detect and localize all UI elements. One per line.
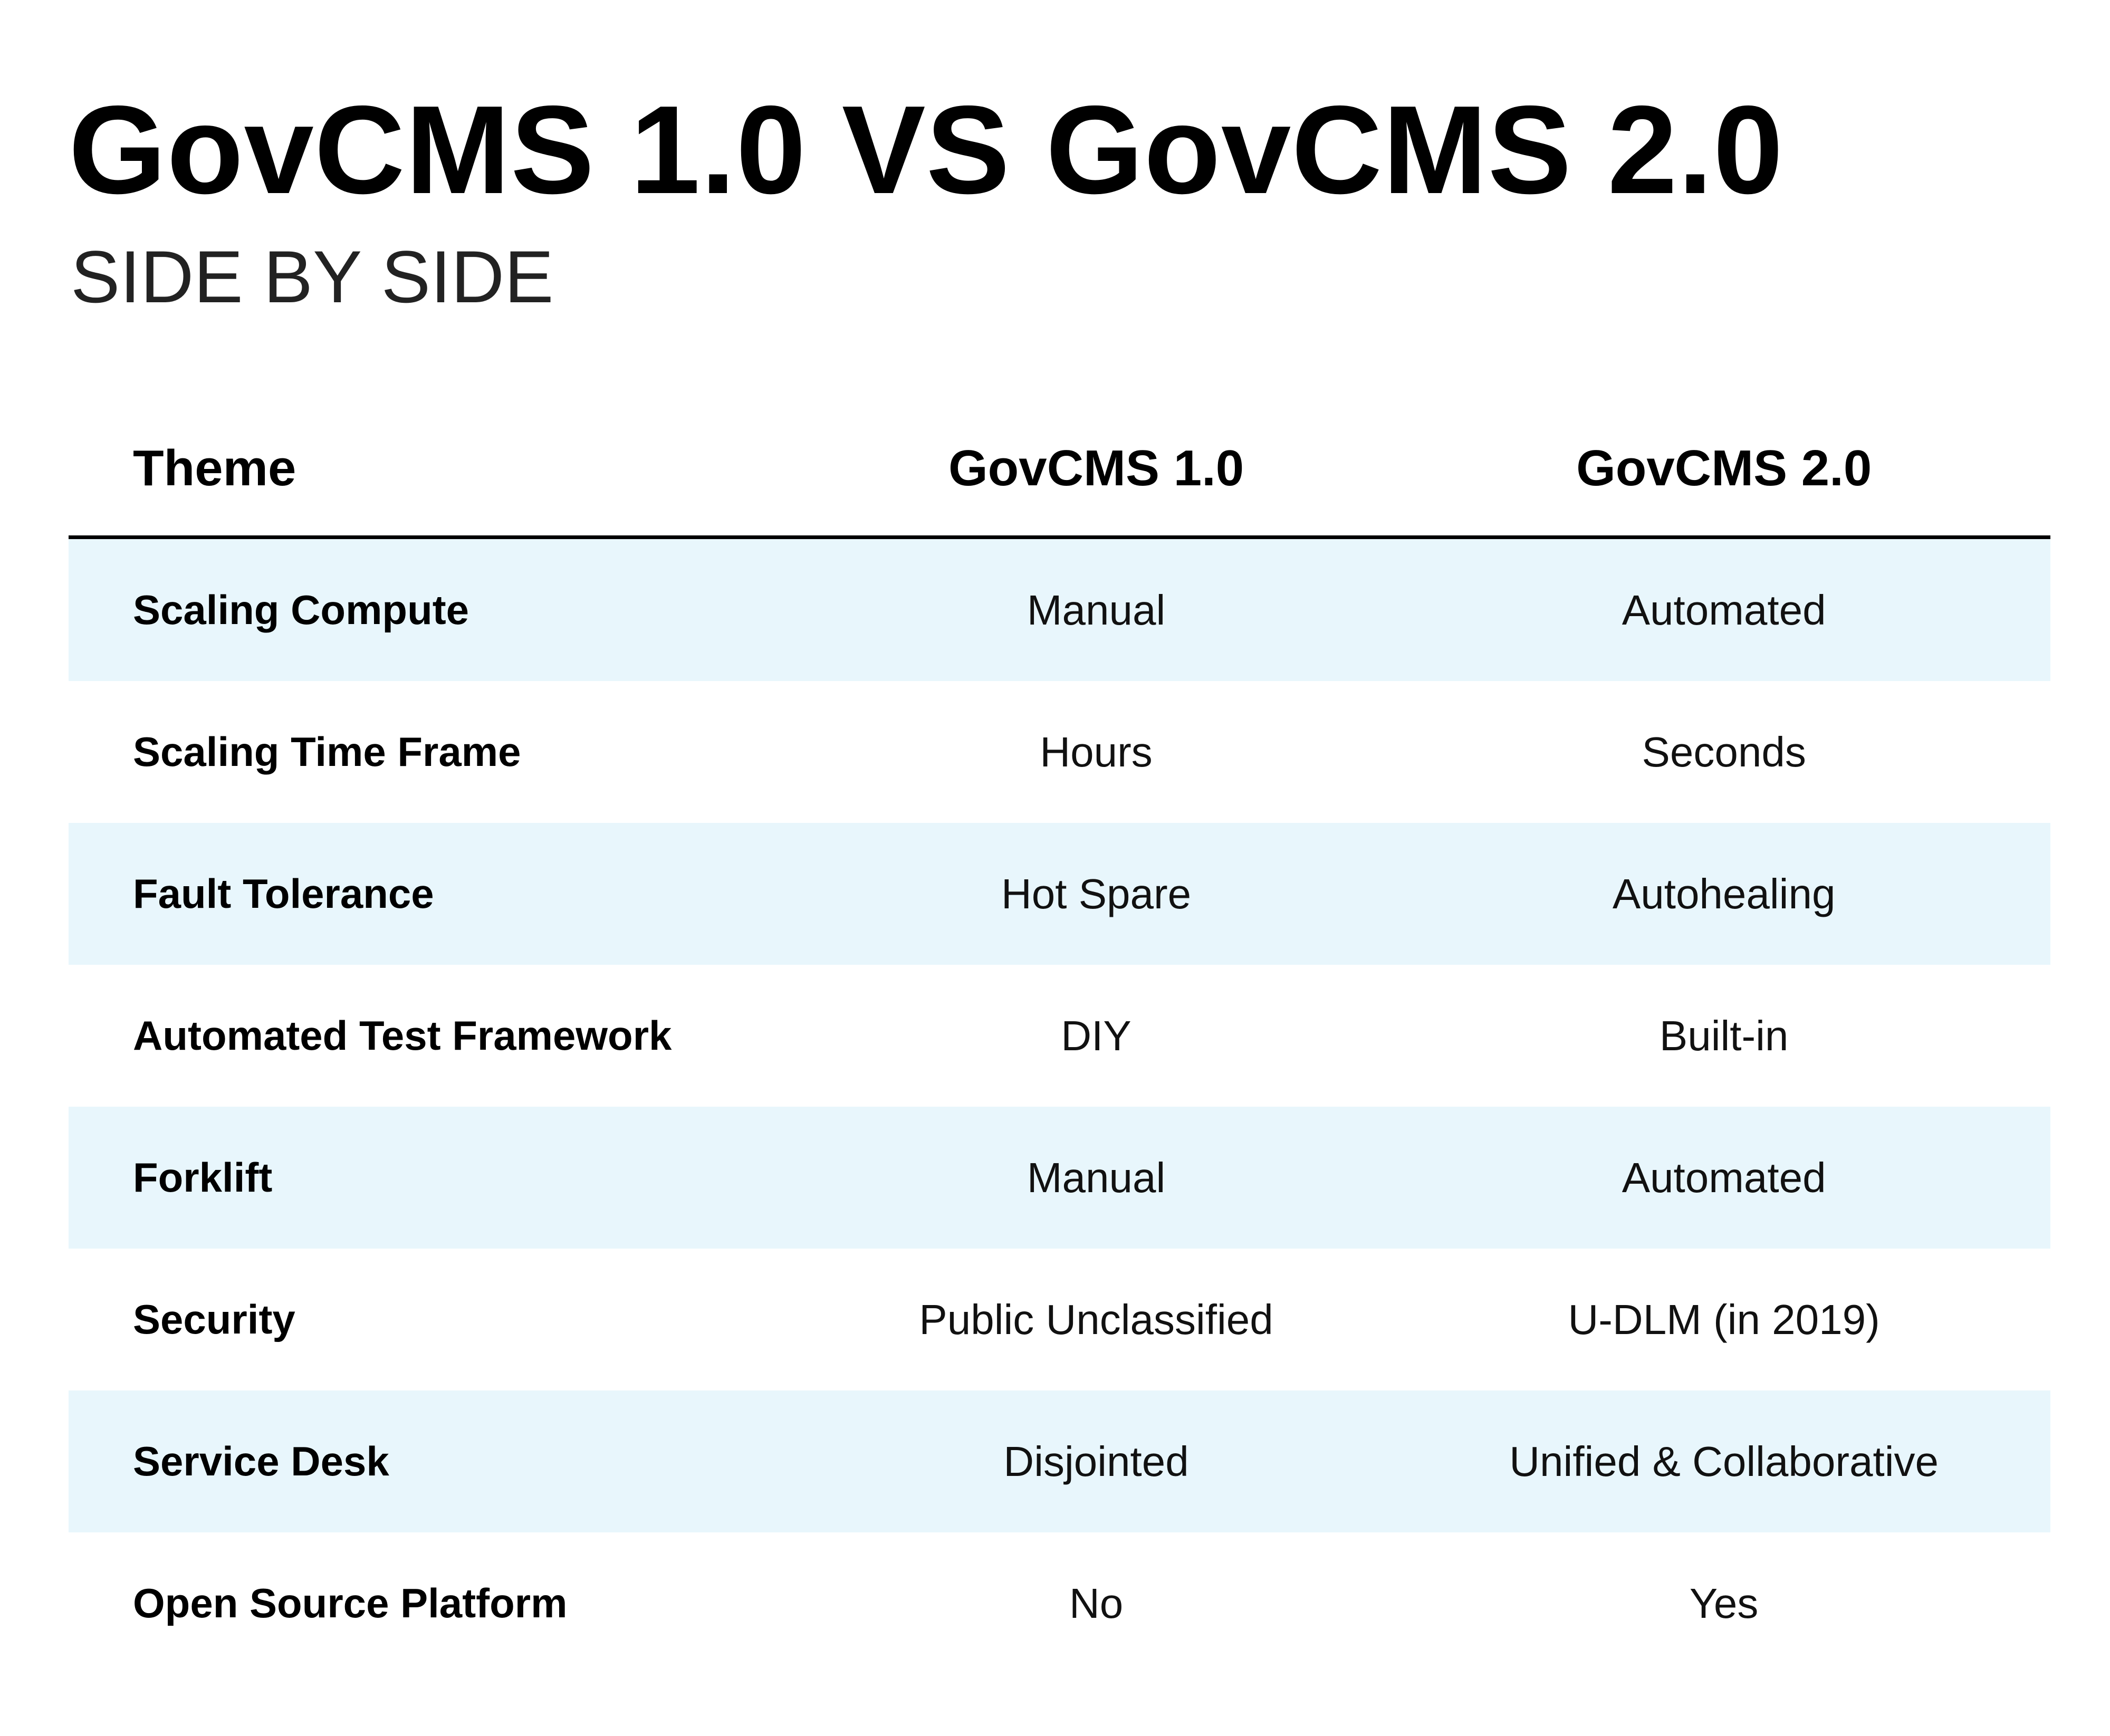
table-row: Service Desk Disjointed Unified & Collab… bbox=[69, 1390, 2050, 1532]
table-header-row: Theme GovCMS 1.0 GovCMS 2.0 bbox=[69, 401, 2050, 539]
row-theme-cell: Security bbox=[133, 1296, 295, 1342]
row-govcms-2-cell: Automated bbox=[1622, 586, 1826, 634]
comparison-table: Theme GovCMS 1.0 GovCMS 2.0 Scaling Comp… bbox=[69, 401, 2050, 1674]
row-govcms-1-cell: Public Unclassified bbox=[919, 1296, 1273, 1343]
row-govcms-1-cell: Manual bbox=[1027, 586, 1166, 634]
row-govcms-2-cell: Autohealing bbox=[1612, 870, 1836, 917]
column-header-govcms-2: GovCMS 2.0 bbox=[1576, 439, 1872, 496]
page-title: GovCMS 1.0 VS GovCMS 2.0 bbox=[69, 80, 1784, 220]
row-theme-cell: Service Desk bbox=[133, 1438, 389, 1484]
row-theme-cell: Scaling Compute bbox=[133, 587, 469, 633]
table-row: Security Public Unclassified U-DLM (in 2… bbox=[69, 1249, 2050, 1390]
table-row: Scaling Compute Manual Automated bbox=[69, 539, 2050, 681]
row-theme-cell: Open Source Platform bbox=[133, 1580, 568, 1626]
table-row: Scaling Time Frame Hours Seconds bbox=[69, 681, 2050, 823]
page-subtitle: SIDE BY SIDE bbox=[71, 235, 554, 318]
column-header-govcms-1: GovCMS 1.0 bbox=[948, 439, 1244, 496]
row-govcms-2-cell: Seconds bbox=[1642, 728, 1806, 775]
row-govcms-1-cell: No bbox=[1069, 1579, 1124, 1627]
row-govcms-2-cell: U-DLM (in 2019) bbox=[1568, 1296, 1880, 1343]
row-govcms-1-cell: Disjointed bbox=[1003, 1437, 1189, 1485]
row-govcms-1-cell: DIY bbox=[1061, 1012, 1131, 1059]
table-row: Open Source Platform No Yes bbox=[69, 1532, 2050, 1674]
row-govcms-2-cell: Built-in bbox=[1659, 1012, 1789, 1059]
row-govcms-2-cell: Automated bbox=[1622, 1154, 1826, 1201]
table-row: Forklift Manual Automated bbox=[69, 1107, 2050, 1249]
table-row: Automated Test Framework DIY Built-in bbox=[69, 965, 2050, 1107]
column-header-theme: Theme bbox=[133, 439, 296, 496]
row-govcms-1-cell: Manual bbox=[1027, 1154, 1166, 1201]
row-theme-cell: Fault Tolerance bbox=[133, 870, 434, 917]
row-theme-cell: Scaling Time Frame bbox=[133, 728, 521, 775]
row-govcms-1-cell: Hot Spare bbox=[1001, 870, 1192, 917]
row-theme-cell: Forklift bbox=[133, 1154, 273, 1201]
row-theme-cell: Automated Test Framework bbox=[133, 1012, 672, 1059]
row-govcms-1-cell: Hours bbox=[1040, 728, 1153, 775]
table-row: Fault Tolerance Hot Spare Autohealing bbox=[69, 823, 2050, 965]
row-govcms-2-cell: Yes bbox=[1689, 1579, 1759, 1627]
row-govcms-2-cell: Unified & Collaborative bbox=[1509, 1437, 1939, 1485]
